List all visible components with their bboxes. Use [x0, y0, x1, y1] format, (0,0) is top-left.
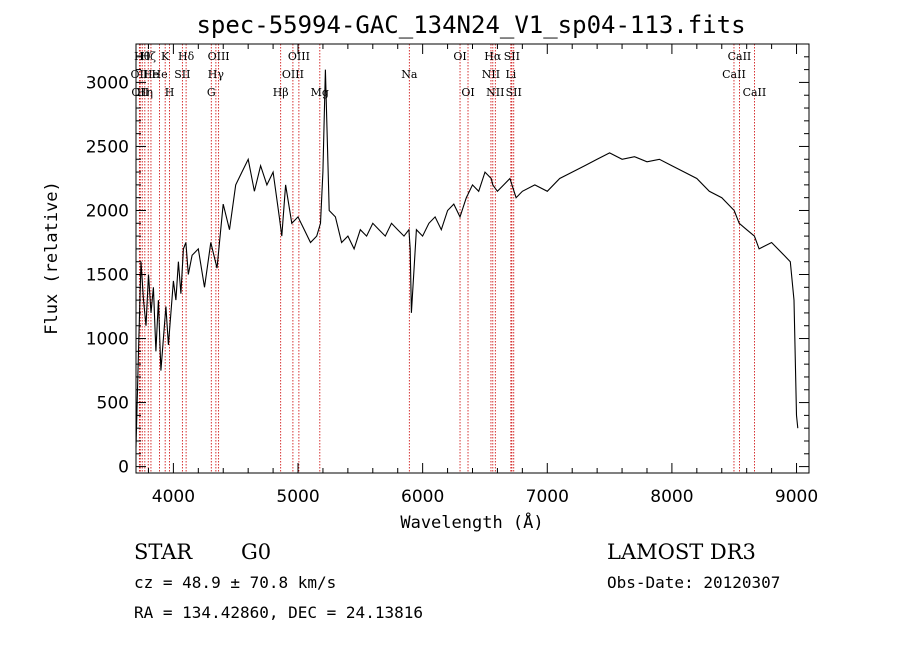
line-marker-label: OIII [282, 68, 304, 81]
line-marker-label: SII [174, 68, 190, 81]
line-marker-label: Hα [484, 50, 502, 63]
y-tick-label: 2500 [86, 137, 129, 157]
y-tick-label: 0 [118, 458, 129, 478]
y-tick-label: 500 [97, 394, 129, 414]
x-tick-label: 5000 [276, 487, 319, 507]
spectrum-series-line [135, 69, 799, 448]
y-axis-ticks: 0 500 1000 1500 2000 2500 3000 [86, 56, 809, 478]
line-marker-label: OII [131, 68, 149, 81]
x-tick-label: 7000 [526, 487, 569, 507]
object-class: STAR [134, 540, 193, 564]
line-marker-label: SII [504, 50, 520, 63]
line-marker-label: Hγ [208, 68, 225, 81]
y-tick-label: 1500 [86, 266, 129, 286]
line-marker-label: Hθ [134, 50, 151, 63]
line-marker-label: OI [453, 50, 466, 63]
object-subclass: G0 [241, 540, 271, 564]
y-tick-label: 3000 [86, 73, 129, 93]
line-marker-label: Li [505, 68, 516, 81]
x-tick-label: 9000 [775, 487, 818, 507]
line-marker-label: Hζ [140, 50, 156, 63]
observation-date: Obs-Date: 20120307 [607, 573, 780, 592]
line-marker-label: Hη [137, 86, 153, 99]
y-tick-label: 1000 [86, 330, 129, 350]
x-tick-label: 4000 [152, 487, 195, 507]
y-axis-label: Flux (relative) [42, 181, 62, 335]
line-marker-label: Hδ [178, 50, 195, 63]
coordinates: RA = 134.42860, DEC = 24.13816 [134, 603, 423, 622]
y-tick-label: 2000 [86, 201, 129, 221]
line-marker-label: OIII [208, 50, 230, 63]
x-axis-label: Wavelength (Å) [400, 511, 543, 533]
spectral-line-markers [138, 44, 755, 473]
line-marker-label: CaII [722, 68, 746, 81]
line-marker-label: H [165, 86, 175, 99]
spectral-line-labels: OIIOIIHθHηHζHeHeKHSIIHδGHγOIIIHβOIIIOIII… [131, 50, 767, 99]
line-marker-label: NII [486, 86, 504, 99]
x-tick-label: 6000 [401, 487, 444, 507]
line-marker-label: OIII [288, 50, 310, 63]
line-marker-label: CaII [743, 86, 767, 99]
line-marker-label: NII [482, 68, 500, 81]
chart-title: spec-55994-GAC_134N24_V1_sp04-113.fits [196, 11, 745, 39]
survey-name: LAMOST DR3 [607, 540, 756, 564]
line-marker-label: Na [401, 68, 418, 81]
line-marker-label: He [152, 68, 168, 81]
line-marker-label: K [161, 50, 170, 63]
line-marker-label: He [143, 68, 159, 81]
line-marker-label: G [207, 86, 216, 99]
plot-frame [135, 43, 810, 474]
line-marker-label: CaII [728, 50, 752, 63]
line-marker-label: SII [506, 86, 522, 99]
x-tick-label: 8000 [650, 487, 693, 507]
redshift-velocity: cz = 48.9 ± 70.8 km/s [134, 573, 336, 592]
line-marker-label: OI [461, 86, 474, 99]
line-marker-label: Hβ [273, 86, 289, 99]
x-axis-ticks: 4000 5000 6000 7000 8000 9000 [147, 44, 818, 507]
